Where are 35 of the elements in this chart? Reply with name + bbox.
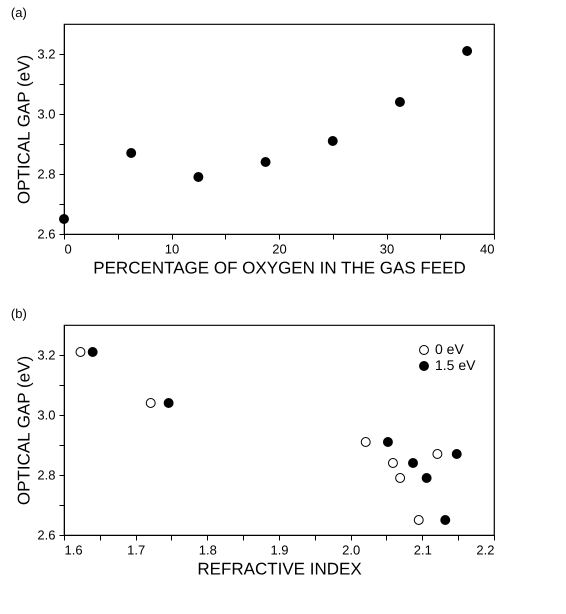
x-tick-label: 30	[380, 242, 394, 256]
point	[394, 97, 405, 107]
chart-title: (a)	[10, 5, 27, 20]
y-tick-label: 3.2	[37, 348, 56, 362]
x-tick-label: 1.7	[127, 542, 146, 558]
x-tick-label: 40	[480, 242, 494, 256]
x-tick-label: 10	[164, 242, 180, 256]
y-tick-label: 3.0	[37, 106, 56, 122]
legend-label: 0 eV	[435, 341, 464, 357]
x-tick-label: 2.2	[476, 542, 494, 558]
y-tick-label: 2.6	[37, 528, 56, 542]
y-axis-title: OPTICAL GAP (eV)	[14, 54, 34, 204]
x-tick-label: 2.0	[342, 542, 360, 558]
y-tick-label: 3.0	[37, 408, 56, 422]
x-tick-label: 20	[272, 242, 287, 256]
chart-title: (b)	[10, 306, 27, 321]
x-tick-label: 0	[64, 242, 72, 256]
x-tick-label: 1.8	[198, 542, 217, 558]
y-tick-label: 2.8	[37, 468, 56, 482]
legend-label: 1.5 eV	[435, 357, 476, 373]
x-axis-title: REFRACTIVE INDEX	[197, 560, 362, 578]
point	[328, 136, 338, 146]
y-axis-title: OPTICAL GAP (eV)	[14, 356, 34, 506]
point	[126, 148, 136, 158]
x-tick-label: 2.1	[414, 542, 432, 558]
y-tick-label: 2.8	[37, 166, 56, 182]
point	[193, 172, 204, 182]
y-tick-label: 2.6	[37, 226, 56, 242]
point	[59, 214, 69, 224]
x-axis-title: PERCENTAGE OF OXYGEN IN THE GAS FEED	[93, 258, 466, 278]
y-tick-label: 3.2	[37, 46, 56, 62]
x-tick-label: 1.9	[270, 542, 289, 558]
point	[462, 46, 472, 56]
x-tick-label: 1.6	[64, 542, 83, 558]
point	[260, 157, 271, 167]
